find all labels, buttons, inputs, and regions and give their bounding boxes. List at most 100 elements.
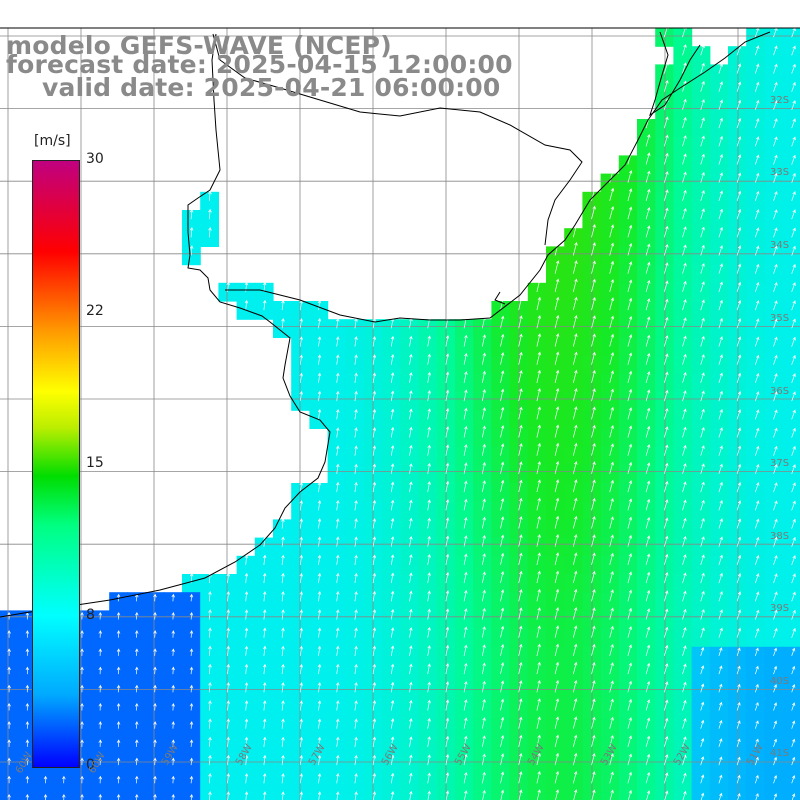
wind-arrow (682, 317, 687, 329)
wind-arrow (390, 445, 395, 456)
wind-arrow (281, 700, 285, 711)
wind-arrow (591, 534, 596, 547)
wind-cell (673, 756, 693, 775)
wind-cell (691, 46, 711, 65)
wind-arrow (427, 517, 431, 529)
wind-cell (691, 301, 711, 320)
wind-arrow (500, 388, 505, 402)
wind-cell (691, 665, 711, 684)
wind-arrow (609, 497, 614, 511)
wind-cell (546, 464, 565, 484)
wind-arrow (336, 518, 340, 529)
wind-cell (455, 446, 474, 466)
wind-cell (746, 537, 765, 557)
wind-arrow (518, 643, 523, 656)
wind-cell (746, 446, 765, 466)
wind-cell (200, 683, 219, 702)
wind-arrow (7, 702, 11, 711)
wind-cell (764, 282, 784, 302)
wind-arrow (736, 63, 742, 74)
wind-arrow (773, 318, 778, 329)
wind-cell (418, 464, 438, 484)
wind-arrow (536, 588, 541, 602)
wind-arrow (336, 481, 340, 493)
wind-arrow (427, 481, 431, 493)
wind-arrow (645, 425, 651, 438)
wind-arrow (663, 244, 669, 256)
wind-arrow (354, 718, 358, 729)
wind-cell (637, 355, 656, 375)
wind-arrow (682, 153, 687, 165)
wind-arrow (25, 630, 30, 638)
wind-cell (273, 610, 292, 630)
wind-arrow (773, 627, 778, 638)
wind-arrow (481, 516, 486, 529)
wind-cell (455, 555, 474, 575)
wind-arrow (135, 684, 139, 693)
wind-arrow (682, 408, 687, 420)
wind-cell (618, 319, 638, 338)
wind-arrow (645, 188, 651, 201)
wind-cell (782, 173, 800, 193)
wind-cell (709, 100, 729, 120)
wind-arrow (226, 736, 230, 747)
wind-arrow (518, 661, 523, 675)
wind-arrow (445, 626, 450, 638)
wind-cell (637, 592, 656, 611)
wind-cell (637, 428, 656, 448)
wind-cell (182, 228, 201, 247)
wind-cell (764, 628, 784, 648)
wind-arrow (372, 590, 377, 602)
wind-cell (400, 373, 420, 393)
wind-arrow (663, 717, 669, 729)
wind-arrow (336, 681, 340, 693)
wind-arrow (536, 296, 542, 311)
wind-cell (473, 555, 492, 575)
wind-arrow (627, 224, 633, 238)
lat-label-33s: 33S (770, 167, 790, 178)
wind-cell (473, 701, 492, 721)
wind-cell (764, 264, 784, 284)
wind-arrow (682, 736, 687, 748)
wind-arrow (263, 299, 267, 311)
wind-arrow (627, 206, 633, 220)
wind-arrow (554, 552, 560, 565)
wind-cell (382, 574, 401, 593)
wind-arrow (518, 589, 523, 602)
wind-arrow (773, 154, 778, 165)
wind-cell (473, 410, 492, 429)
wind-arrow (518, 424, 523, 438)
wind-cell (673, 792, 693, 800)
wind-cell (673, 592, 693, 611)
wind-arrow (773, 482, 778, 493)
wind-arrow (609, 224, 615, 238)
wind-arrow (518, 734, 523, 747)
wind-cell (546, 410, 565, 429)
wind-arrow (718, 281, 723, 293)
wind-cell (637, 719, 656, 739)
wind-cell (291, 301, 310, 320)
wind-cell (728, 46, 747, 65)
wind-cell (491, 301, 511, 320)
wind-arrow (244, 299, 249, 311)
wind-cell (527, 337, 547, 357)
wind-arrow (354, 518, 358, 529)
wind-cell (455, 373, 474, 393)
wind-cell (455, 756, 474, 775)
wind-cell (673, 173, 693, 193)
wind-cell (728, 264, 747, 284)
wind-arrow (299, 572, 303, 584)
wind-arrow (263, 554, 267, 565)
wind-arrow (773, 45, 778, 56)
wind-cell (291, 537, 310, 557)
wind-cell (455, 392, 474, 411)
wind-cell (400, 574, 420, 593)
wind-arrow (7, 666, 11, 675)
wind-arrow (317, 627, 322, 638)
wind-cell (327, 774, 347, 793)
wind-arrow (791, 684, 796, 693)
wind-arrow (372, 645, 377, 656)
wind-arrow (591, 643, 596, 656)
wind-arrow (627, 571, 633, 584)
wind-arrow (663, 735, 669, 748)
